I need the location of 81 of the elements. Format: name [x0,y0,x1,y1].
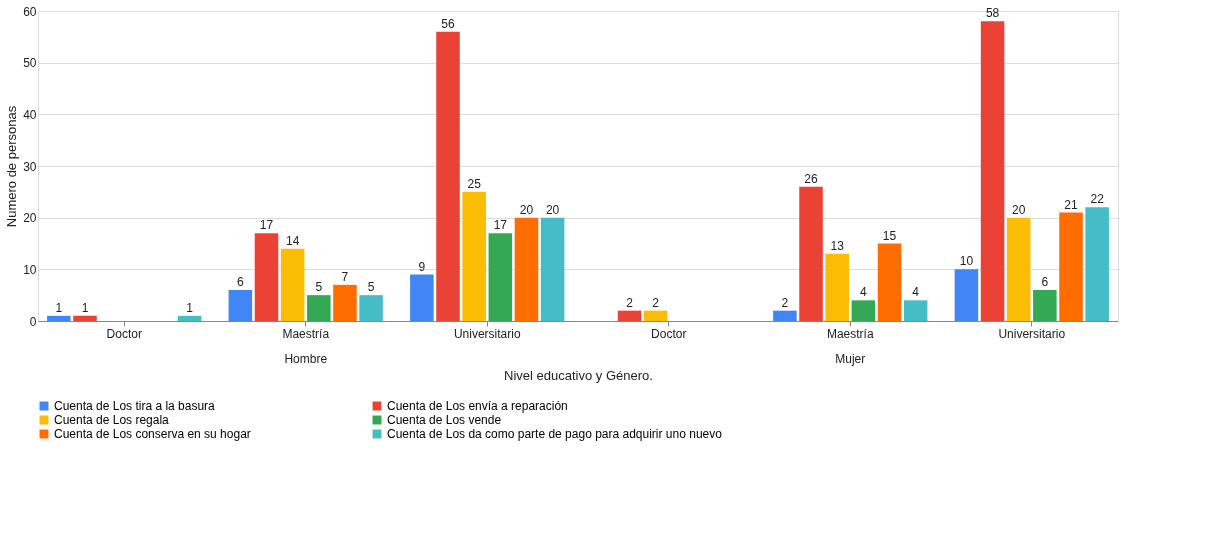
bar [1059,212,1083,321]
bar [514,217,539,321]
data-label: 5 [367,280,375,295]
x-tick-label: Universitario [998,326,1066,341]
bar [1033,290,1057,321]
data-label: 13 [830,238,845,253]
data-label: 56 [441,16,456,31]
bar [177,315,202,321]
bar [228,290,253,321]
x-axis-title: Nivel educativo y Género. [504,367,653,383]
data-label: 17 [493,218,508,233]
legend-label: Cuenta de Los tira a la basura [54,399,216,413]
data-label: 20 [545,202,560,217]
y-tick-label: 10 [23,262,37,277]
data-label: 5 [315,280,323,295]
y-tick-label: 0 [29,314,37,329]
bar [47,315,71,321]
bar [359,295,383,321]
bar [73,315,97,321]
legend-label: Cuenta de Los regala [54,413,170,427]
y-tick-label: 20 [23,211,37,226]
data-label: 7 [341,269,349,284]
data-label: 1 [186,300,194,315]
x-tick-label: Maestría [826,326,874,341]
bar [307,295,331,321]
bar [851,300,876,321]
x-tick-label: Doctor [106,326,142,341]
legend-label: Cuenta de Los vende [387,413,502,427]
data-label: 21 [1064,197,1078,212]
data-label: 15 [882,228,897,243]
data-label: 22 [1090,192,1105,207]
bar [773,310,797,321]
x-tick-label: Doctor [651,326,687,341]
data-label: 4 [860,285,867,300]
data-label: 20 [1012,202,1026,217]
data-label: 6 [1041,275,1049,289]
y-tick-label: 40 [23,107,37,122]
data-label: 4 [912,285,920,300]
bar [877,243,902,321]
bar [410,274,434,321]
bar [980,21,1005,321]
data-label: 2 [652,295,660,310]
data-label: 9 [418,259,426,274]
data-label: 1 [81,300,89,315]
bar [1085,207,1109,321]
bar [333,284,357,321]
data-label: 2 [781,295,789,310]
bar [540,217,565,321]
bar [617,310,642,321]
legend-label: Cuenta de Los conserva en su hogar [54,427,251,441]
bar [954,269,979,321]
bar [799,186,823,321]
data-label: 20 [519,202,534,217]
y-tick-label: 60 [23,4,37,19]
bar [1006,217,1031,321]
legend-label: Cuenta de Los da como parte de pago para adquirir uno nuevo [387,427,723,441]
x-tick-label: Universitario [453,326,521,341]
data-label: 10 [959,254,974,269]
bar [903,300,928,321]
bar [643,310,668,321]
bar [436,31,460,321]
data-label: 17 [259,218,274,233]
data-label: 2 [626,295,634,310]
y-tick-label: 50 [23,56,37,71]
legend-label: Cuenta de Los envía a reparación [387,399,568,413]
y-tick-label: 30 [23,159,37,174]
text: Hombre [284,352,328,366]
data-label: 26 [804,171,819,186]
x-tick-label: Maestría [282,326,330,341]
bar [462,191,486,321]
data-label: 6 [237,275,245,289]
text: Mujer [835,352,866,366]
bar [825,253,849,321]
data-label: 1 [55,300,63,315]
y-axis-title: Numero de personas [4,105,20,228]
bar [254,233,279,321]
bar [280,248,305,321]
data-label: 25 [467,176,482,191]
bar [488,233,513,321]
data-label: 14 [285,233,300,248]
data-label: 58 [985,6,1000,21]
